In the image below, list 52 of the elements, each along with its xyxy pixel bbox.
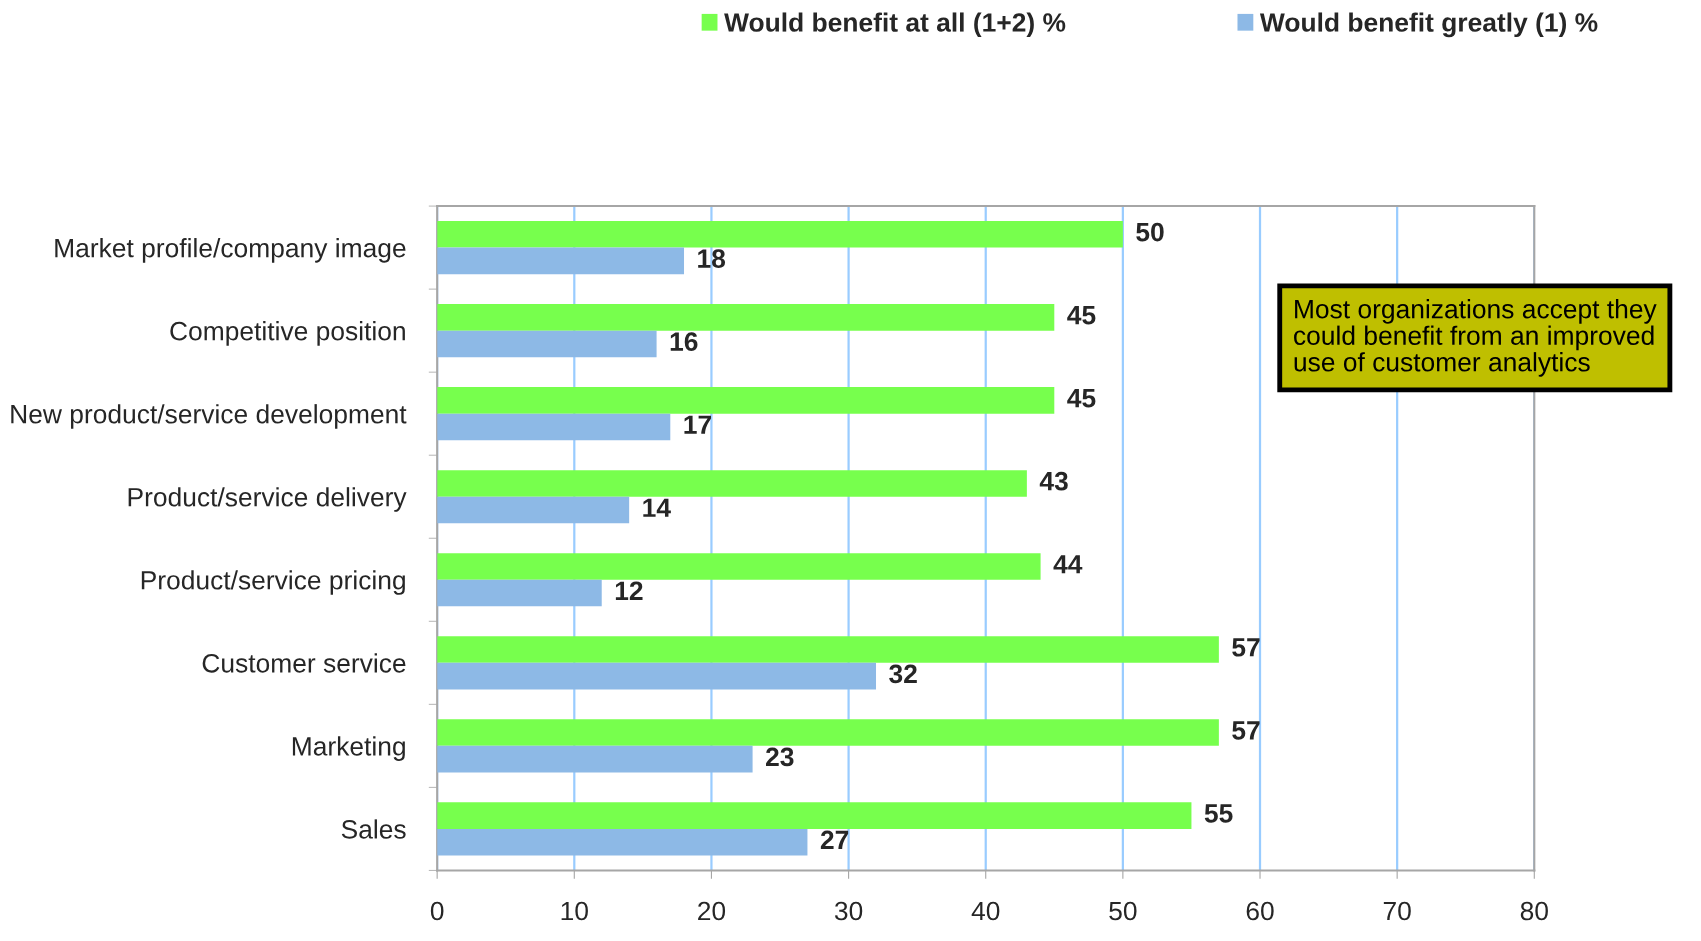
y-tick-label: Market profile/company image	[55, 238, 406, 263]
bar	[437, 304, 1055, 331]
bar	[437, 828, 808, 856]
y-tick-label: Product/service pricing	[141, 570, 405, 595]
x-tick-label: 0	[430, 901, 444, 921]
data-label: 16	[670, 332, 698, 352]
data-label: 14	[643, 498, 671, 517]
data-label: 55	[1204, 804, 1233, 823]
x-tick-label: 40	[971, 901, 1000, 921]
bar	[437, 636, 1219, 663]
y-tick-label: Competitive position	[170, 321, 405, 346]
data-label: 45	[1067, 389, 1096, 408]
x-tick-label: 10	[561, 901, 588, 921]
x-tick-label: 20	[698, 901, 726, 921]
data-label: 32	[889, 664, 917, 684]
bar	[437, 387, 1055, 414]
data-label: 57	[1232, 721, 1260, 740]
x-tick-label: 30	[834, 901, 863, 921]
bar	[437, 719, 1219, 746]
data-label: 57	[1232, 638, 1260, 657]
data-label: 50	[1136, 222, 1164, 242]
data-label: 27	[820, 830, 849, 850]
bar	[437, 745, 753, 773]
bar	[437, 553, 1041, 580]
y-tick-label: Product/service delivery	[128, 487, 407, 512]
bar	[437, 496, 630, 524]
bar	[437, 662, 877, 690]
bar	[437, 470, 1027, 497]
data-label: 18	[698, 249, 726, 268]
y-tick-label: Customer service	[202, 653, 406, 673]
annotation: Most organizations accept they could benefit from an improved use of customer analytics	[1294, 299, 1657, 377]
bar	[437, 413, 671, 441]
y-tick-label: New product/service development	[11, 404, 407, 429]
bar	[437, 802, 1192, 829]
x-tick-label: 70	[1383, 901, 1411, 921]
x-tick-label: 60	[1246, 901, 1274, 921]
y-tick-label: Marketing	[292, 736, 405, 761]
x-tick-label: 50	[1109, 901, 1137, 921]
bar	[437, 579, 602, 607]
data-label: 44	[1053, 555, 1083, 574]
y-tick-label: Sales	[341, 819, 406, 839]
data-label: 45	[1067, 306, 1096, 325]
data-label: 17	[684, 415, 711, 434]
legend-label: Would benefit at all (1+2) %	[724, 12, 1066, 38]
bar	[437, 247, 685, 275]
x-tick-label: 80	[1520, 901, 1548, 921]
data-label: 12	[615, 581, 643, 600]
bar	[437, 221, 1123, 248]
data-label: 23	[766, 747, 794, 767]
legend-label: Would benefit greatly (1) %	[1259, 12, 1598, 38]
bar	[437, 330, 657, 358]
data-label: 43	[1039, 471, 1068, 491]
